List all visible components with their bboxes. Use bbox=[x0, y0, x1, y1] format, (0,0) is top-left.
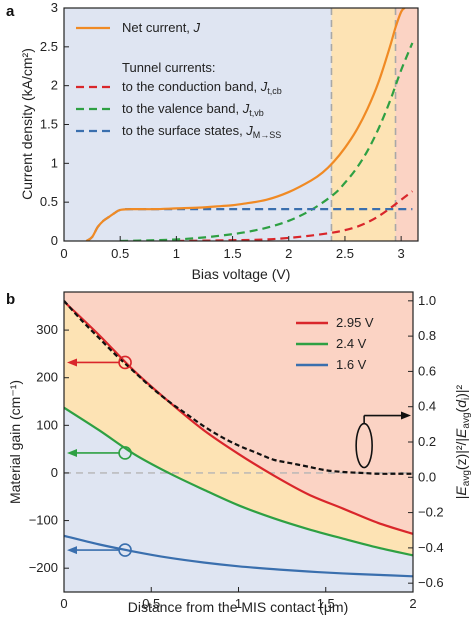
panel-a-region-2 bbox=[395, 8, 418, 241]
legend-label-b-0: 2.95 V bbox=[336, 315, 374, 330]
panel-a-x-tick-label: 1 bbox=[173, 246, 180, 261]
panel-a-y-label: Current density (kA/cm²) bbox=[19, 48, 35, 200]
panel-b-y-tick-label: 200 bbox=[36, 370, 58, 385]
legend-label-b-2: 1.6 V bbox=[336, 357, 367, 372]
panel-b-letter: b bbox=[6, 291, 15, 308]
panel-b-y-tick-label: 100 bbox=[36, 417, 58, 432]
legend-label-0: Net current, J bbox=[122, 20, 201, 35]
legend-label-1: to the conduction band, Jt,cb bbox=[122, 79, 282, 96]
panel-a-y-ticks: 0 0.5 1 1.5 2 2.5 3 bbox=[40, 0, 69, 248]
panel-a-legend: Tunnel currents: Net current, J to the co… bbox=[76, 20, 282, 140]
panel-b-right-ticks: −0.6 −0.4 −0.2 0.0 0.2 0.4 0.6 0.8 1.0 bbox=[408, 293, 444, 590]
panel-b-right-tick-label: 0.6 bbox=[418, 363, 436, 378]
panel-a-y-tick-label: 2 bbox=[51, 78, 58, 93]
panel-a-region-0 bbox=[64, 8, 332, 241]
legend-title-tunnel: Tunnel currents: bbox=[122, 60, 215, 75]
legend-label-3: to the surface states, JM→SS bbox=[122, 123, 281, 140]
panel-b-right-tick-label: 0.8 bbox=[418, 328, 436, 343]
panel-a-y-tick-label: 0.5 bbox=[40, 194, 58, 209]
panel-b-y-tick-label: −200 bbox=[29, 560, 58, 575]
panel-b-right-tick-label: −0.2 bbox=[418, 505, 444, 520]
panel-b-y-tick-label: 300 bbox=[36, 322, 58, 337]
series-line-2.95v bbox=[64, 300, 413, 535]
series-line-1.6v bbox=[64, 534, 413, 578]
panel-b-region-gain-high bbox=[64, 292, 413, 534]
series-line-to-the-conduction-band bbox=[176, 190, 414, 241]
panel-a-y-tick-label: 1 bbox=[51, 155, 58, 170]
series-line-field-profile bbox=[64, 300, 413, 475]
panel-b-y-ticks: −200 −100 0 100 200 300 bbox=[29, 322, 69, 575]
panel-a-y-tick-label: 3 bbox=[51, 0, 58, 15]
panel-a-y-tick-label: 0 bbox=[51, 233, 58, 248]
panel-a-x-tick-label: 1.5 bbox=[224, 246, 242, 261]
panel-b-right-tick-label: 0.0 bbox=[418, 469, 436, 484]
panel-a-vlines bbox=[330, 8, 397, 241]
panel-a-x-label: Bias voltage (V) bbox=[192, 266, 291, 282]
marker-arrowhead-left-icon-1 bbox=[67, 448, 77, 457]
panel-b-x-ticks: 0 0.5 1 1.5 2 bbox=[60, 587, 417, 611]
panel-b-markers bbox=[67, 355, 411, 557]
panel-a-x-tick-label: 2 bbox=[285, 246, 292, 261]
panel-b-regions bbox=[64, 292, 413, 592]
panel-b-y-tick-label: 0 bbox=[51, 465, 58, 480]
panel-b-x-label: Distance from the MIS contact (μm) bbox=[128, 599, 348, 615]
panel-a-regions bbox=[64, 8, 418, 241]
arrowhead-right-icon bbox=[401, 411, 411, 420]
panel-b-right-y-label: |Eavg(z)|²/|Eavg(di)|² bbox=[453, 384, 472, 499]
panel-b-right-tick-label: −0.6 bbox=[418, 575, 444, 590]
marker-arrowhead-left-icon-0 bbox=[67, 358, 77, 367]
panel-a-x-tick-label: 0 bbox=[60, 246, 67, 261]
panel-b-y-label: Material gain (cm⁻¹) bbox=[7, 380, 23, 504]
panel-a-x-tick-label: 3 bbox=[398, 246, 405, 261]
panel-b-x-tick-label: 1.5 bbox=[317, 596, 335, 611]
panel-a-series bbox=[85, 8, 414, 241]
legend-label-2: to the valence band, Jt,vb bbox=[122, 101, 264, 118]
legend-label-b-1: 2.4 V bbox=[336, 336, 367, 351]
panel-b-x-tick-label: 2 bbox=[409, 596, 416, 611]
series-line-net-current bbox=[85, 8, 406, 241]
panel-b-x-tick-label: 1 bbox=[235, 596, 242, 611]
panel-b-y-tick-label: −100 bbox=[29, 513, 58, 528]
panel-a-x-tick-label: 2.5 bbox=[336, 246, 354, 261]
panel-b-right-tick-label: 0.2 bbox=[418, 434, 436, 449]
panel-a-y-tick-label: 1.5 bbox=[40, 117, 58, 132]
panel-a-region-1 bbox=[331, 8, 396, 241]
panel-b-legend: 2.95 V 2.4 V 1.6 V bbox=[296, 315, 374, 372]
panel-a-y-tick-label: 2.5 bbox=[40, 39, 58, 54]
panel-a-x-tick-label: 0.5 bbox=[111, 246, 129, 261]
marker-arrowhead-left-icon-2 bbox=[67, 546, 77, 555]
panel-b-right-tick-label: 1.0 bbox=[418, 293, 436, 308]
panel-b-x-tick-label: 0 bbox=[60, 596, 67, 611]
panel-b-right-tick-label: 0.4 bbox=[418, 399, 436, 414]
panel-b-right-tick-label: −0.4 bbox=[418, 540, 444, 555]
panel-a-letter: a bbox=[6, 3, 15, 20]
panel-b-x-tick-label: 0.5 bbox=[142, 596, 160, 611]
panel-a-x-ticks: 0 0.5 1 1.5 2 2.5 3 bbox=[60, 236, 405, 261]
